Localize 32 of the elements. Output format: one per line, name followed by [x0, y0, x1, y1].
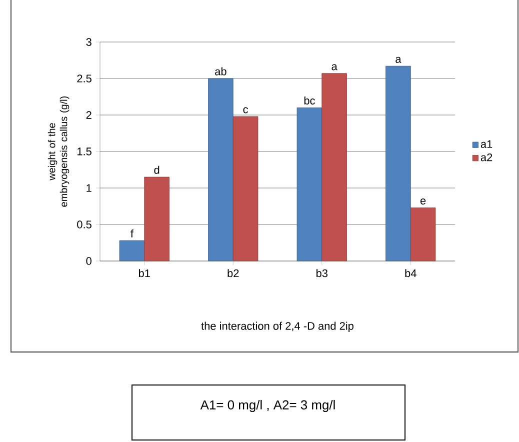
data-label: c [243, 107, 248, 114]
data-label: ab [215, 67, 226, 76]
y-tick-label: 1 [86, 184, 92, 192]
legend-label: a2 [480, 153, 492, 162]
bar [144, 176, 170, 262]
data-label: a [332, 64, 338, 70]
bar [322, 73, 347, 262]
bar [410, 208, 436, 262]
bar [232, 116, 258, 262]
data-label: d [154, 166, 160, 174]
y-tick-label: 0 [86, 257, 92, 265]
x-tick-label: b3 [316, 269, 328, 278]
y-tick-label: 1.5 [77, 148, 92, 156]
text: A1= 0 mg/l , A2= 3 mg/l [200, 400, 335, 412]
data-label: e [420, 198, 426, 205]
legend-label: a1 [480, 140, 492, 148]
x-axis-title: the interaction of 2,4 -D and 2ip [201, 322, 354, 332]
data-label: f [130, 229, 134, 238]
y-tick-label: 0.5 [77, 220, 92, 228]
x-tick-label: b1 [138, 269, 150, 278]
data-label: bc [304, 96, 315, 105]
y-tick-label: 3 [86, 38, 92, 46]
bar [296, 108, 322, 262]
y-tick-label: 2 [86, 111, 92, 119]
bar [119, 240, 145, 262]
x-tick-label: b2 [228, 269, 239, 278]
x-tick-label: b4 [405, 269, 416, 278]
data-label: a [396, 56, 402, 63]
y-tick-label: 2.5 [77, 74, 92, 82]
y-axis-title: weight of the embryogensis callus (g/l) [48, 96, 70, 207]
bar [208, 78, 234, 262]
bar [386, 66, 411, 262]
